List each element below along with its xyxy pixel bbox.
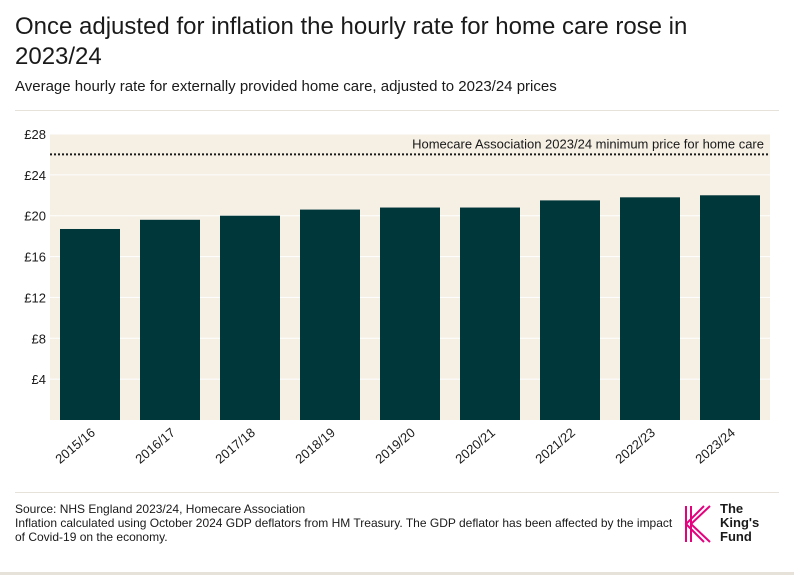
x-tick-label: 2021/22 — [532, 425, 578, 467]
logo-line-2: King's — [720, 515, 760, 530]
bottom-bar — [0, 572, 794, 575]
y-tick-label: £12 — [24, 290, 46, 305]
y-tick-label: £24 — [24, 168, 46, 183]
x-tick-label: 2023/24 — [692, 425, 738, 467]
bar — [140, 219, 200, 420]
bar — [220, 215, 280, 420]
y-tick-label: £16 — [24, 250, 46, 265]
x-tick-label: 2017/18 — [212, 425, 258, 467]
bar-chart: £4 £8 £12 £16 £20 £24 £28 2015/16 2016/17 2017/18… — [24, 127, 770, 467]
chart-title: Once adjusted for inflation the hourly r… — [15, 13, 688, 70]
x-tick-label: 2016/17 — [132, 425, 178, 467]
y-tick-label: £20 — [24, 209, 46, 224]
bar — [380, 207, 440, 420]
kings-fund-mark-icon — [684, 505, 711, 543]
bar — [300, 209, 360, 420]
y-tick-label: £4 — [32, 372, 46, 387]
x-tick-label: 2020/21 — [452, 425, 498, 467]
divider-top — [15, 110, 779, 111]
logo-line-3: Fund — [720, 529, 752, 544]
y-tick-label: £28 — [24, 127, 46, 142]
source-text: Source: NHS England 2023/24, Homecare As… — [15, 502, 306, 516]
footnote-text: Inflation calculated using October 2024 … — [15, 516, 673, 544]
x-tick-label: 2015/16 — [52, 425, 98, 467]
x-tick-label: 2018/19 — [292, 425, 338, 467]
chart-subtitle: Average hourly rate for externally provi… — [15, 78, 557, 95]
bar — [620, 197, 680, 420]
y-tick-label: £8 — [32, 331, 46, 346]
x-tick-label: 2022/23 — [612, 425, 658, 467]
bar — [540, 200, 600, 420]
kings-fund-logo: The King's Fund — [680, 500, 780, 548]
divider-bottom — [15, 492, 779, 493]
reference-line-label: Homecare Association 2023/24 minimum pri… — [412, 136, 764, 151]
x-tick-label: 2019/20 — [372, 425, 418, 467]
logo-line-1: The — [720, 501, 744, 516]
source-notes: Source: NHS England 2023/24, Homecare As… — [15, 502, 675, 544]
bar — [60, 228, 120, 420]
bar — [460, 207, 520, 420]
bar — [700, 195, 760, 420]
